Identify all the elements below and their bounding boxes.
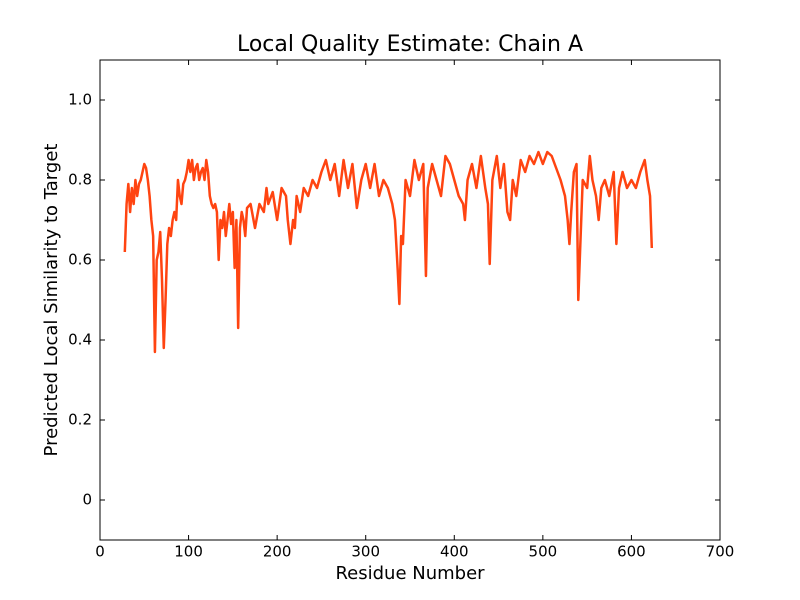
y-tick-label: 0.2 bbox=[68, 411, 92, 429]
y-axis-label: Predicted Local Similarity to Target bbox=[41, 144, 62, 457]
x-tick-label: 500 bbox=[529, 543, 558, 561]
chart-title: Local Quality Estimate: Chain A bbox=[237, 32, 583, 57]
x-axis-label: Residue Number bbox=[335, 563, 485, 584]
x-tick-label: 400 bbox=[440, 543, 469, 561]
y-tick-label: 1.0 bbox=[68, 91, 92, 109]
x-tick-label: 100 bbox=[174, 543, 203, 561]
y-tick-label: 0 bbox=[82, 491, 92, 509]
plot-frame bbox=[99, 59, 721, 541]
y-tick-label: 0.6 bbox=[68, 251, 92, 269]
y-tick-label: 0.4 bbox=[68, 331, 92, 349]
x-tick-label: 0 bbox=[95, 543, 105, 561]
x-tick-label: 300 bbox=[351, 543, 380, 561]
data-line bbox=[123, 150, 654, 354]
x-tick-label: 200 bbox=[263, 543, 292, 561]
y-tick-label: 0.8 bbox=[68, 171, 92, 189]
x-tick-label: 600 bbox=[617, 543, 646, 561]
x-tick-label: 700 bbox=[706, 543, 735, 561]
